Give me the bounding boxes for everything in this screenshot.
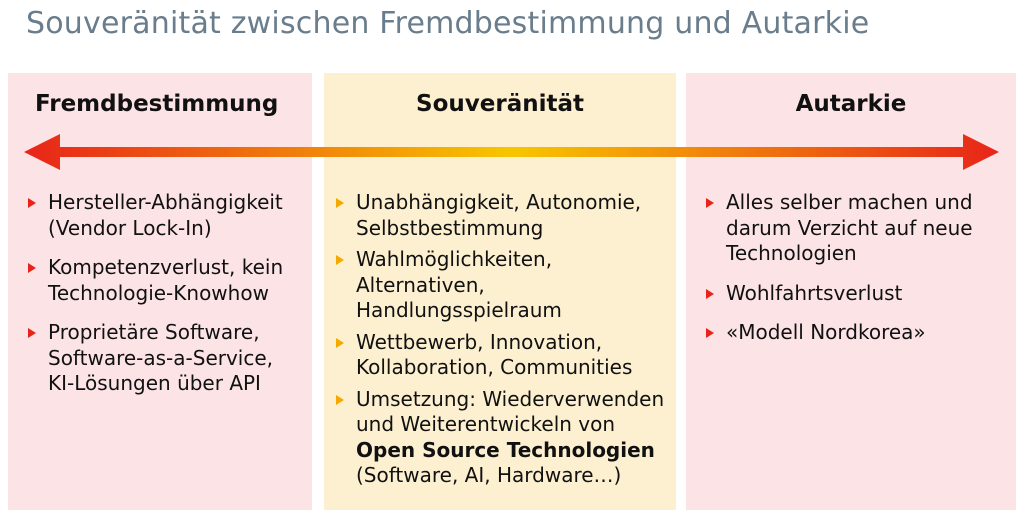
list-item-text: Proprietäre Software, bbox=[48, 320, 260, 344]
column-autarkie: Autarkie Alles selber machen und darum Ve… bbox=[686, 73, 1016, 510]
list-item-text: Kompetenzverlust, kein bbox=[48, 255, 284, 279]
list-item: Umsetzung: Wiederverwenden und Weiterentw… bbox=[334, 387, 674, 489]
bullet-triangle-icon bbox=[336, 198, 344, 208]
bullet-triangle-icon bbox=[706, 328, 714, 338]
page-title: Souveränität zwischen Fremdbestimmung un… bbox=[26, 6, 870, 41]
column-souveraenitaet: Souveränität Unabhängigkeit, Autonomie, S… bbox=[324, 73, 676, 510]
list-item: Kompetenzverlust, kein Technologie-Knowho… bbox=[26, 255, 308, 306]
list-item-text: KI-Lösungen über API bbox=[48, 371, 261, 395]
bullet-triangle-icon bbox=[28, 198, 36, 208]
column-heading-souveraenitaet: Souveränität bbox=[416, 91, 584, 117]
list-item-bold-text: Open Source Technologien bbox=[356, 437, 655, 462]
list-item-text: Wohlfahrtsverlust bbox=[726, 280, 903, 305]
list-item-text: Unabhängigkeit, Autonomie, bbox=[356, 190, 642, 214]
list-item-text: (Vendor Lock-In) bbox=[48, 215, 212, 240]
list-item-text: (Software, AI, Hardware…) bbox=[356, 463, 622, 487]
bullet-triangle-icon bbox=[706, 198, 714, 208]
column-heading-autarkie: Autarkie bbox=[795, 91, 907, 117]
bullet-triangle-icon bbox=[28, 328, 36, 338]
bullet-list-autarkie: Alles selber machen und darum Verzicht au… bbox=[704, 190, 1010, 360]
column-fremdbestimmung: Fremdbestimmung Hersteller-Abhängigkeit(… bbox=[8, 73, 312, 510]
list-item-text: Wettbewerb, Innovation, bbox=[356, 329, 603, 354]
column-heading-fremdbestimmung: Fremdbestimmung bbox=[35, 91, 279, 117]
list-item-text: Technologien bbox=[726, 241, 857, 265]
list-item-text: Handlungsspielraum bbox=[356, 298, 562, 322]
bullet-triangle-icon bbox=[28, 263, 36, 273]
list-item: Alles selber machen und darum Verzicht au… bbox=[704, 190, 1010, 267]
list-item-text: Kollaboration, Communities bbox=[356, 355, 633, 379]
list-item-text: darum Verzicht auf neue bbox=[726, 215, 973, 240]
list-item: Unabhängigkeit, Autonomie, Selbstbestimmu… bbox=[334, 190, 674, 241]
list-item: Proprietäre Software, Software-as-a-Servi… bbox=[26, 320, 308, 397]
list-item-text: und Weiterentwickeln von bbox=[356, 412, 616, 436]
double-headed-arrow-icon bbox=[24, 134, 999, 170]
bullet-triangle-icon bbox=[336, 394, 344, 405]
list-item-text: «Modell Nordkorea» bbox=[726, 320, 926, 344]
list-item: Hersteller-Abhängigkeit (Vendor Lock-In) bbox=[26, 190, 308, 241]
list-item: «Modell Nordkorea» bbox=[704, 320, 1010, 346]
list-item-text: Technologie-Knowhow bbox=[48, 280, 269, 305]
bullet-list-souveraenitaet: Unabhängigkeit, Autonomie, Selbstbestimmu… bbox=[334, 190, 674, 495]
bullet-triangle-icon bbox=[336, 255, 344, 265]
list-item-text: Umsetzung: Wiederverwenden bbox=[356, 386, 665, 411]
list-item: Wahlmöglichkeiten, Alternativen, Handlungs… bbox=[334, 247, 674, 324]
list-item: Wettbewerb, Innovation, Kollaboration, Co… bbox=[334, 330, 674, 381]
list-item-text: Alternativen, bbox=[356, 272, 485, 297]
bullet-list-fremdbestimmung: Hersteller-Abhängigkeit (Vendor Lock-In) … bbox=[26, 190, 308, 411]
bullet-triangle-icon bbox=[336, 337, 344, 348]
list-item-text: Software-as-a-Service, bbox=[48, 345, 274, 370]
list-item-text: Alles selber machen und bbox=[726, 190, 973, 214]
list-item-text: Hersteller-Abhängigkeit bbox=[48, 190, 283, 214]
list-item-text: Wahlmöglichkeiten, bbox=[356, 247, 553, 271]
list-item-text: Selbstbestimmung bbox=[356, 215, 544, 240]
bullet-triangle-icon bbox=[706, 288, 714, 299]
list-item: Wohlfahrtsverlust bbox=[704, 281, 1010, 307]
